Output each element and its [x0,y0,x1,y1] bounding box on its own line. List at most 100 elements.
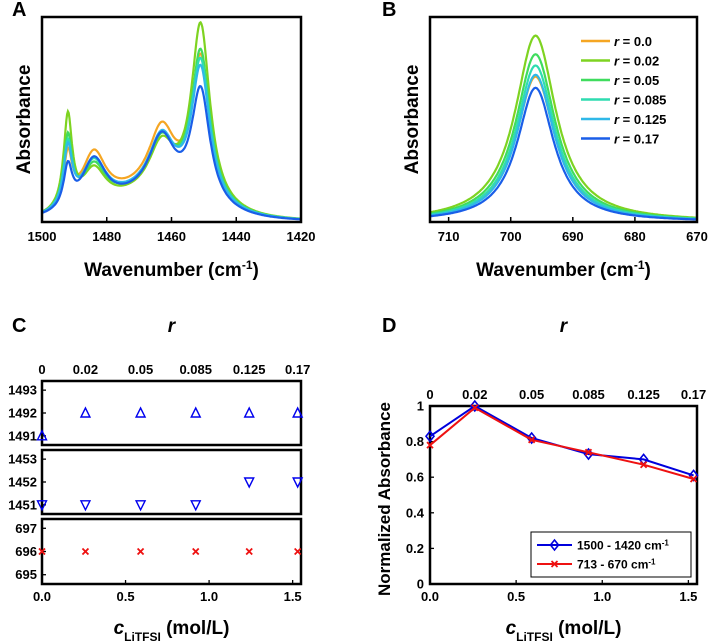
data-point-D-0-2 [526,431,537,445]
x-axis-label-D: cLiTFSI (mol/L) [506,618,622,644]
legend-label-B: r = 0.0 [614,34,652,49]
y-tick-label-C: 1493 [8,383,37,398]
x-axis-label-end: ) [645,260,651,281]
legend-label-B: r = 0.17 [614,132,659,147]
data-point-C-2-2 [136,547,145,556]
top-tick-label-C: 0 [38,362,45,377]
panel-label-B: B [382,0,396,21]
y-tick-label-C: 1451 [8,497,37,512]
series-line-D-1 [429,406,694,480]
data-point-C-0-0 [36,429,48,441]
x-tick-label-C: 0.0 [33,589,51,604]
plot-frame-A [40,15,303,224]
x-stroke [550,560,559,568]
legend-label-main: 713 - 670 cm [577,558,648,572]
y-axis-label-D: Normalized Absorbance [375,402,394,596]
top-axis-label-D: r [560,316,569,337]
data-point-C-1-4 [243,477,255,489]
x-tick-label-B: 710 [438,229,460,244]
y-tick-label-C: 696 [15,544,37,559]
series-line-B-1 [429,34,696,219]
data-point-C-1-3 [190,500,202,512]
panel-label-D: D [382,315,396,337]
x-stroke [639,461,648,469]
x-tick-label-D: 1.0 [593,589,611,604]
x-tick-label-A: 1480 [92,229,121,244]
x-stroke [471,404,479,412]
x-stroke [245,547,253,556]
plot-frame-C-2 [40,517,303,586]
y-tick-label-C: 695 [15,567,37,582]
y-tick-label-D: 0.4 [406,505,425,520]
data-point-C-2-1 [81,547,90,556]
y-tick-label-D: 0.8 [406,434,424,449]
x-tick-label-D: 0.5 [507,589,525,604]
legend-var: r [614,73,620,88]
x-axis-label-C: cLiTFSI (mol/L) [114,618,230,644]
data-point-C-2-3 [192,547,200,556]
x-axis-label-var: c [506,618,517,639]
data-point-D-1-2 [527,436,536,444]
data-point-C-0-5 [292,406,304,418]
legend-label-D: 713 - 670 cm-1 [577,557,656,572]
x-tick-label-A: 1460 [157,229,186,244]
x-stroke [192,547,200,556]
legend-value: = 0.0 [619,34,652,49]
x-axis-label-main: Wavenumber (cm [476,260,634,281]
x-tick-label-B: 670 [686,229,708,244]
series-line-A-0 [41,52,301,220]
legend-label-sup: -1 [648,557,656,566]
x-tick-label-B: 690 [562,229,584,244]
data-point-C-1-0 [36,500,48,512]
top-tick-label-D: 0.085 [572,387,605,402]
x-axis-label-A: Wavenumber (cm-1) [84,258,259,281]
legend-label-B: r = 0.02 [614,54,659,69]
top-tick-label-D: 0.17 [681,387,706,402]
x-axis-label-B: Wavenumber (cm-1) [476,258,651,281]
data-point-D-0-0 [424,429,436,443]
y-tick-label-C: 1492 [8,406,37,421]
legend-value: = 0.125 [619,112,666,127]
x-tick-label-C: 1.0 [200,589,218,604]
data-point-C-2-0 [38,547,46,556]
y-axis-label-A: Absorbance [14,65,35,175]
top-tick-label-C: 0.02 [73,362,98,377]
series-line-D-0 [429,404,694,477]
data-point-C-0-1 [79,406,92,418]
y-tick-label-D: 0.6 [406,470,424,485]
x-stroke [136,547,145,556]
legend-label-B: r = 0.125 [614,112,666,127]
y-tick-label-C: 1491 [8,428,37,443]
series-line-A-5 [41,85,301,221]
data-point-C-2-5 [294,547,302,556]
x-stroke [294,547,302,556]
plot-frame-D [428,404,699,586]
data-point-D-0-5 [688,469,699,482]
top-tick-label-D: 0.02 [462,387,487,402]
y-tick-label-C: 697 [15,521,37,536]
top-tick-label-D: 0.125 [627,387,660,402]
series-line-A-1 [41,20,301,220]
data-point-C-1-2 [134,500,147,512]
x-axis-label-sub: LiTFSI [124,630,161,644]
plot-frame-B [428,15,699,224]
top-tick-label-C: 0.05 [128,362,153,377]
top-tick-label-C: 0.125 [233,362,266,377]
top-tick-label-C: 0.085 [179,362,212,377]
panel-label-A: A [12,0,26,21]
panel-label-C: C [12,315,26,337]
data-point-D-1-0 [426,441,434,449]
legend-value: = 0.085 [619,93,666,108]
top-tick-label-D: 0 [426,387,433,402]
x-tick-label-A: 1500 [28,229,57,244]
legend-var: r [614,34,620,49]
x-axis-label-main: Wavenumber (cm [84,260,242,281]
legend-box-D [530,531,692,578]
y-tick-label-D: 0.2 [406,541,424,556]
data-point-C-1-5 [292,477,304,489]
x-tick-label-C: 1.5 [284,589,302,604]
x-tick-label-A: 1420 [287,229,316,244]
data-point-D-1-4 [639,461,648,469]
y-axis-label-B: Absorbance [402,65,423,175]
